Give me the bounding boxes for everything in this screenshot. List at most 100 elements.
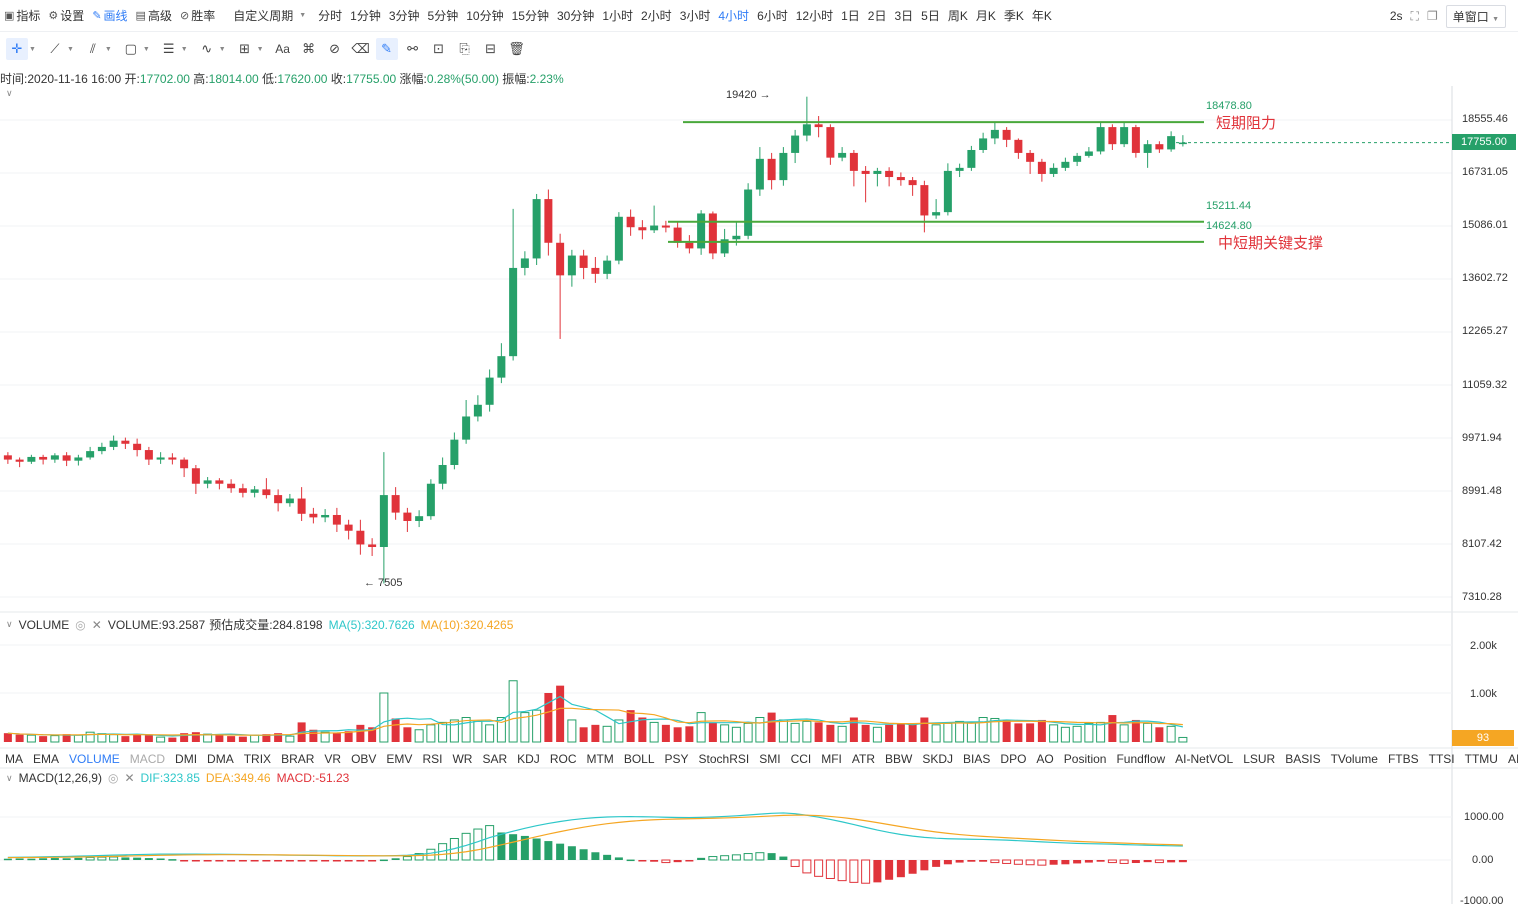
parallel-line-tool-icon[interactable]: ⫽ (89, 41, 96, 56)
indicator-tab[interactable]: AI-BSI (1507, 752, 1518, 766)
indicator-tab[interactable]: SMI (759, 752, 781, 766)
indicator-tab[interactable]: BBW (885, 752, 913, 766)
chevron-down-icon[interactable]: ▼ (66, 45, 74, 53)
fullscreen-icon[interactable]: ⛶ (1410, 8, 1419, 23)
indicator-tab[interactable]: MA (5, 752, 23, 766)
toolbar-item-calendar[interactable]: ▤ 高级 (132, 0, 176, 32)
toolbar-item-indicator[interactable]: ▣ 指标 (0, 0, 44, 32)
period-tab[interactable]: 12小时 (795, 9, 834, 23)
indicator-tab[interactable]: DMI (175, 752, 198, 766)
chevron-down-icon[interactable]: ▼ (104, 45, 112, 53)
indicator-tab[interactable]: ROC (549, 752, 577, 766)
indicator-tab[interactable]: SKDJ (922, 752, 954, 766)
indicator-tab[interactable]: TTSI (1428, 752, 1455, 766)
chevron-down-icon[interactable]: ▼ (180, 45, 188, 53)
measure-tool-icon[interactable]: ⊞ (239, 41, 251, 56)
period-tab[interactable]: 3分钟 (388, 9, 420, 23)
period-tab[interactable]: 6小时 (757, 9, 788, 23)
period-tab[interactable]: 2小时 (641, 9, 672, 23)
settings-icon[interactable]: ◎ (75, 617, 86, 632)
settings-icon[interactable]: ◎ (107, 771, 119, 785)
indicator-tab[interactable]: BRAR (281, 752, 315, 766)
period-tab[interactable]: 30分钟 (556, 9, 595, 23)
period-tab[interactable]: 5日 (921, 9, 940, 23)
indicator-tab[interactable]: MACD (129, 752, 166, 766)
indicator-tab[interactable]: TTMU (1464, 752, 1498, 766)
period-tab[interactable]: 3小时 (679, 9, 711, 23)
period-tab[interactable]: 分时 (318, 9, 343, 23)
trash-icon[interactable]: 🗑 (508, 41, 525, 56)
period-tab[interactable]: 月K (975, 9, 996, 23)
indicator-tab[interactable]: CCI (790, 752, 812, 766)
fibonacci-tool-icon[interactable]: ☰ (162, 41, 175, 56)
indicator-tab[interactable]: DPO (1000, 752, 1027, 766)
indicator-tab[interactable]: Position (1063, 752, 1107, 766)
period-tab[interactable]: 1小时 (602, 9, 633, 23)
indicator-tab[interactable]: VR (324, 752, 342, 766)
period-tab[interactable]: 15分钟 (511, 9, 549, 23)
indicator-tab[interactable]: BIAS (963, 752, 991, 766)
indicator-tab[interactable]: KDJ (517, 752, 540, 766)
chevron-down-icon[interactable]: ▼ (218, 45, 226, 53)
period-tab[interactable]: 周K (947, 9, 968, 23)
period-tab[interactable]: 季K (1003, 9, 1024, 23)
period-tab[interactable]: 年K (1031, 9, 1052, 23)
window-mode-dropdown[interactable]: 单窗口 ▼ (1445, 4, 1506, 28)
chevron-down-icon[interactable]: ▼ (29, 45, 36, 53)
close-icon[interactable]: ✕ (91, 617, 102, 632)
period-tab[interactable]: 1分钟 (350, 9, 381, 23)
indicator-tab[interactable]: BOLL (623, 752, 655, 766)
indicator-tab[interactable]: LSUR (1243, 752, 1276, 766)
draw-mode-icon[interactable]: ✎ (375, 38, 398, 60)
template-icon[interactable]: ⊟ (485, 41, 497, 56)
indicator-tab[interactable]: RSI (422, 752, 443, 766)
rectangle-tool-icon[interactable]: ▢ (124, 41, 137, 56)
magnet-tool-icon[interactable]: ⌘ (302, 41, 316, 56)
indicator-tab[interactable]: AI-NetVOL (1175, 752, 1234, 766)
toolbar-item-pen[interactable]: ✎ 画线 (88, 0, 131, 32)
indicator-tab[interactable]: TVolume (1330, 752, 1378, 766)
indicator-tab[interactable]: FTBS (1387, 752, 1419, 766)
period-tab[interactable]: 1日 (841, 9, 860, 23)
indicator-tab[interactable]: TRIX (243, 752, 272, 766)
window-icon[interactable]: ❐ (1426, 9, 1438, 23)
indicator-tab[interactable]: Fundflow (1116, 752, 1166, 766)
close-icon[interactable]: ✕ (124, 771, 135, 785)
copy-icon[interactable]: ⎘ (459, 41, 470, 56)
indicator-tab[interactable]: DMA (207, 752, 234, 766)
indicator-tab[interactable]: MFI (821, 752, 842, 766)
period-tab[interactable]: 10分钟 (466, 9, 504, 23)
trendline-tool-icon[interactable]: ⟋ (50, 41, 60, 56)
period-tab[interactable]: 4小时 (718, 9, 750, 23)
chevron-down-icon[interactable]: ∨ (6, 772, 13, 783)
wave-tool-icon[interactable]: ∿ (201, 41, 213, 56)
indicator-tab[interactable]: ATR (851, 752, 876, 766)
kline-chart[interactable] (0, 86, 1518, 904)
indicator-tab[interactable]: MTM (586, 752, 614, 766)
hide-drawings-icon[interactable]: ⊘ (329, 41, 341, 56)
toolbar-item-winrate[interactable]: ⊘ 胜率 (176, 0, 219, 32)
period-tab[interactable]: 5分钟 (427, 9, 459, 23)
indicator-tab[interactable]: EMA (33, 752, 60, 766)
crosshair-tool-icon[interactable]: ✛ (6, 38, 28, 60)
chevron-down-icon[interactable]: ∨ (6, 619, 13, 629)
link-icon[interactable]: ⚯ (407, 41, 419, 56)
eraser-icon[interactable]: ⌫ (351, 41, 370, 56)
indicator-tab[interactable]: OBV (351, 752, 377, 766)
chevron-down-icon[interactable]: ▼ (142, 45, 150, 53)
indicator-tab[interactable]: SAR (482, 752, 508, 766)
indicator-tab[interactable]: EMV (386, 752, 413, 766)
indicator-tab[interactable]: AO (1036, 752, 1054, 766)
period-tab[interactable]: 2日 (867, 9, 887, 23)
indicator-tab[interactable]: PSY (664, 752, 689, 766)
period-tab[interactable]: 3日 (894, 9, 914, 23)
chevron-down-icon[interactable]: ▼ (256, 45, 264, 53)
lock-icon[interactable]: ⊡ (433, 41, 445, 56)
text-tool-icon[interactable]: Aa (275, 42, 290, 56)
indicator-tab[interactable]: BASIS (1285, 752, 1321, 766)
toolbar-item-settings[interactable]: ⚙ 设置 (44, 0, 88, 32)
custom-period-dropdown[interactable]: 自定义周期 ▼ (229, 0, 314, 32)
refresh-interval[interactable]: 2s (1389, 9, 1403, 23)
collapse-chevron-icon[interactable]: ∨ (6, 88, 13, 98)
indicator-tab[interactable]: WR (452, 752, 473, 766)
